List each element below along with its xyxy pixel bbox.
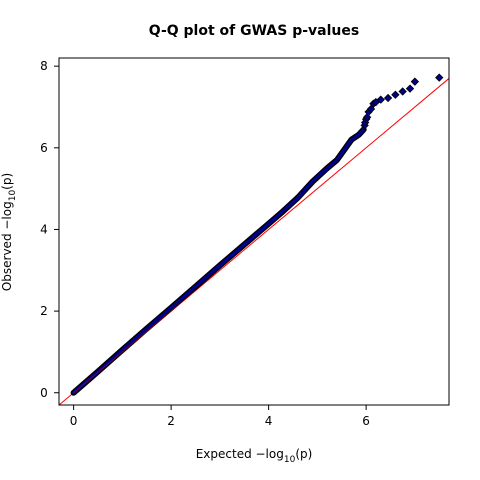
- y-tick-label: 8: [40, 59, 48, 73]
- x-tick-label: 4: [265, 414, 273, 428]
- data-point-11: [398, 87, 407, 96]
- y-axis: 0 2 4 6 8: [40, 59, 59, 400]
- x-axis: 0 2 4 6: [70, 405, 370, 428]
- x-tick-label: 2: [167, 414, 175, 428]
- y-tick-label: 6: [40, 141, 48, 155]
- y-tick-label: 2: [40, 304, 48, 318]
- x-axis-label: Expected −log10(p): [196, 447, 313, 465]
- data-point-3: [362, 113, 372, 122]
- data-point-8: [376, 95, 385, 104]
- y-axis-label: Observed −log10(p): [0, 173, 18, 291]
- data-point-12: [405, 84, 415, 93]
- data-point-9: [383, 93, 393, 103]
- plot-layer: [59, 73, 449, 405]
- y-tick-label: 0: [40, 386, 48, 400]
- y-tick-label: 4: [40, 222, 48, 236]
- chart-title: Q-Q plot of GWAS p-values: [149, 23, 359, 39]
- data-point-10: [391, 90, 400, 99]
- reference-line-overlay: [73, 290, 196, 394]
- plot-frame: [58, 57, 450, 406]
- x-tick-label: 0: [70, 414, 78, 428]
- observed-points-band-fill: [72, 127, 366, 395]
- x-tick-label: 6: [362, 414, 370, 428]
- data-point-13: [410, 77, 420, 86]
- data-point-14: [435, 73, 444, 82]
